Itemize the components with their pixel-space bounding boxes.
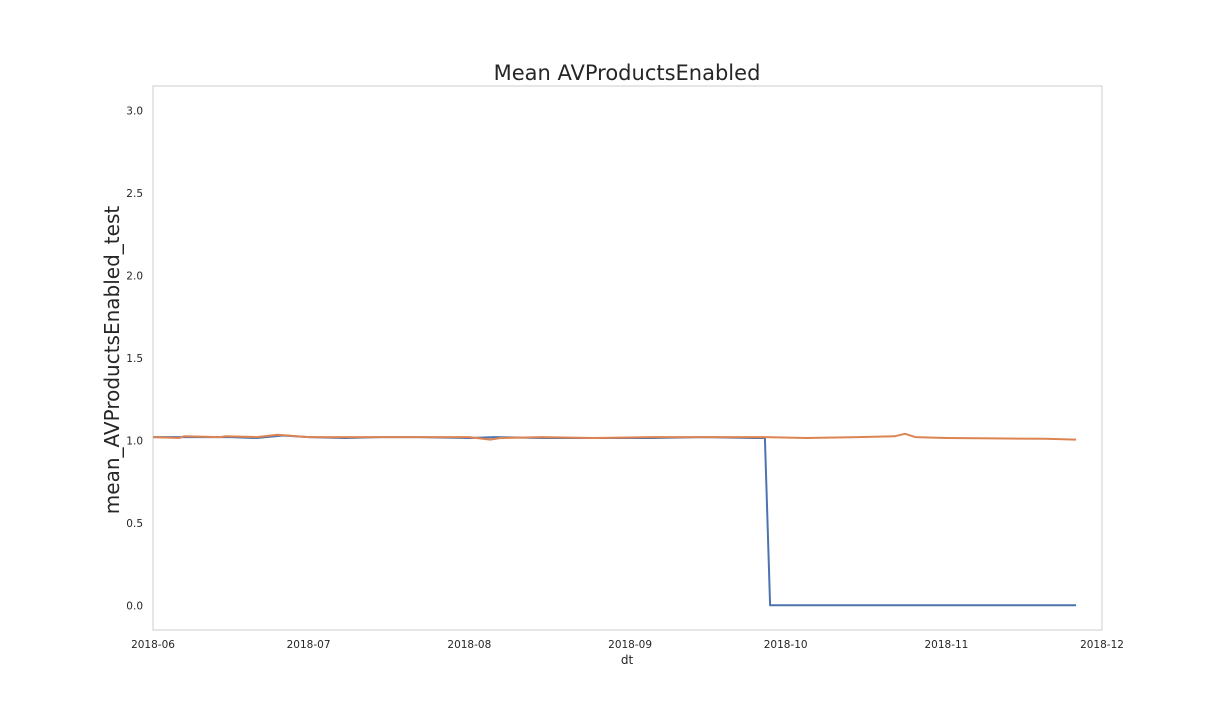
y-tick-label: 3.0 — [126, 106, 143, 118]
y-tick-label: 0.0 — [126, 600, 143, 612]
x-tick-label: 2018-11 — [924, 639, 968, 651]
chart-title: Mean AVProductsEnabled — [494, 61, 761, 85]
series-line-2 — [152, 432, 1077, 441]
x-tick-label: 2018-10 — [764, 639, 808, 651]
y-tick-label: 1.5 — [126, 353, 143, 365]
y-axis-ticks: 0.0 0.5 1.0 1.5 2.0 2.5 3.0 — [126, 106, 143, 613]
y-tick-label: 1.0 — [126, 435, 143, 447]
series-lines — [152, 432, 1077, 607]
x-tick-label: 2018-06 — [131, 639, 175, 651]
y-tick-label: 0.5 — [126, 518, 143, 530]
x-axis-label: dt — [621, 653, 634, 667]
y-axis-label: mean_AVProductsEnabled_test — [100, 206, 124, 515]
y-tick-label: 2.0 — [126, 271, 143, 283]
y-tick-label: 2.5 — [126, 188, 143, 200]
x-tick-label: 2018-08 — [447, 639, 491, 651]
x-axis-ticks: 2018-06 2018-07 2018-08 2018-09 2018-10 2018-… — [131, 639, 1124, 651]
x-tick-label: 2018-09 — [608, 639, 652, 651]
x-tick-label: 2018-12 — [1080, 639, 1124, 651]
x-tick-label: 2018-07 — [287, 639, 331, 651]
plot-area — [152, 85, 1103, 631]
